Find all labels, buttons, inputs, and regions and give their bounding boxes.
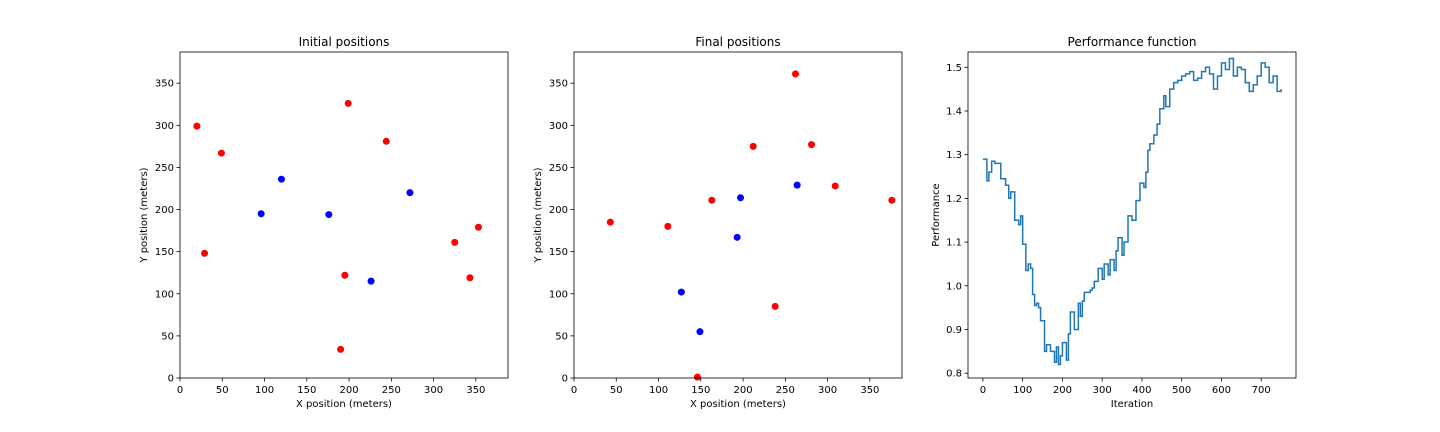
- x-axis-label: X position (meters): [296, 399, 392, 410]
- data-point: [793, 181, 801, 189]
- data-point: [737, 194, 745, 202]
- chart-title: Performance function: [1068, 35, 1197, 49]
- x-tick-label: 300: [424, 385, 443, 396]
- data-point: [888, 196, 896, 204]
- chart-panel-1: 0 50 100 150 200 250 300 350 0 50 100 150 200 250 300 3…: [139, 35, 509, 410]
- plot-frame: [573, 51, 903, 379]
- y-axis-label: Performance: [931, 183, 942, 246]
- y-tick-label: 0: [562, 374, 568, 385]
- data-point: [831, 182, 839, 190]
- data-point: [257, 210, 265, 218]
- x-tick-label: 300: [1093, 385, 1112, 396]
- y-tick-label: 50: [161, 331, 174, 342]
- data-point: [808, 141, 816, 149]
- y-tick-label: 250: [549, 163, 568, 174]
- x-tick-label: 350: [860, 385, 879, 396]
- y-tick-label: 0.9: [946, 325, 962, 336]
- x-tick-label: 0: [980, 385, 986, 396]
- y-tick-label: 150: [549, 247, 568, 258]
- data-point: [466, 274, 474, 282]
- data-point: [771, 302, 779, 310]
- chart-title: Final positions: [695, 35, 780, 49]
- data-point: [696, 328, 704, 336]
- y-tick-label: 1.5: [946, 63, 962, 74]
- x-tick-label: 500: [1172, 385, 1191, 396]
- y-tick-label: 300: [155, 121, 174, 132]
- data-point: [217, 149, 225, 157]
- data-point: [406, 189, 414, 197]
- x-tick-label: 0: [571, 385, 577, 396]
- x-tick-label: 0: [177, 385, 183, 396]
- x-tick-label: 300: [818, 385, 837, 396]
- data-point: [749, 142, 757, 150]
- y-tick-label: 150: [155, 247, 174, 258]
- y-tick-label: 1.2: [946, 194, 962, 205]
- y-tick-label: 350: [155, 79, 174, 90]
- y-tick-label: 50: [555, 331, 568, 342]
- x-tick-label: 50: [216, 385, 229, 396]
- y-tick-label: 1.3: [946, 150, 962, 161]
- y-axis-label: Y position (meters): [533, 167, 544, 263]
- data-point: [341, 271, 349, 279]
- x-tick-label: 200: [734, 385, 753, 396]
- chart-panel-2: 0 50 100 150 200 250 300 350 0 50 100 150 200 250 300 3…: [533, 35, 903, 410]
- x-tick-label: 100: [1013, 385, 1032, 396]
- data-point: [451, 238, 459, 246]
- data-point: [664, 222, 672, 230]
- x-tick-label: 50: [610, 385, 623, 396]
- x-tick-label: 200: [340, 385, 359, 396]
- plot-frame: [179, 51, 509, 379]
- plot-frame: [967, 51, 1297, 379]
- y-tick-label: 100: [155, 289, 174, 300]
- x-tick-label: 100: [255, 385, 274, 396]
- data-point: [677, 288, 685, 296]
- y-tick-label: 100: [549, 289, 568, 300]
- data-point: [367, 277, 375, 285]
- data-point: [606, 218, 614, 226]
- x-tick-label: 700: [1252, 385, 1271, 396]
- data-point: [325, 211, 333, 219]
- series-line: [982, 57, 1282, 366]
- data-point: [474, 223, 482, 231]
- x-tick-label: 200: [1053, 385, 1072, 396]
- data-point: [344, 99, 352, 107]
- x-tick-label: 150: [297, 385, 316, 396]
- data-point: [791, 70, 799, 78]
- y-tick-label: 200: [155, 205, 174, 216]
- chart-title: Initial positions: [299, 35, 390, 49]
- data-point: [201, 249, 209, 257]
- data-point: [733, 233, 741, 241]
- x-axis-label: X position (meters): [690, 399, 786, 410]
- x-tick-label: 250: [776, 385, 795, 396]
- data-point: [337, 345, 345, 353]
- data-point: [277, 175, 285, 183]
- y-tick-label: 300: [549, 121, 568, 132]
- data-point: [693, 373, 701, 381]
- x-tick-label: 600: [1212, 385, 1231, 396]
- x-tick-label: 100: [649, 385, 668, 396]
- y-tick-label: 200: [549, 205, 568, 216]
- y-tick-label: 1.0: [946, 281, 962, 292]
- y-tick-label: 1.4: [946, 106, 962, 117]
- data-point: [708, 196, 716, 204]
- chart-panel-3: 0 100 200 300 400 500 600 700 0.8 0.9 1.0 1.1 1.2 1.3…: [931, 35, 1297, 410]
- x-tick-label: 250: [382, 385, 401, 396]
- data-point: [193, 122, 201, 130]
- x-tick-label: 350: [466, 385, 485, 396]
- y-axis-label: Y position (meters): [139, 167, 150, 263]
- y-tick-label: 250: [155, 163, 174, 174]
- y-tick-label: 350: [549, 79, 568, 90]
- x-axis-label: Iteration: [1111, 399, 1153, 410]
- x-tick-label: 150: [691, 385, 710, 396]
- y-tick-label: 0.8: [946, 369, 962, 380]
- y-tick-label: 1.1: [946, 238, 962, 249]
- y-tick-label: 0: [168, 374, 174, 385]
- data-point: [382, 137, 390, 145]
- x-tick-label: 400: [1132, 385, 1151, 396]
